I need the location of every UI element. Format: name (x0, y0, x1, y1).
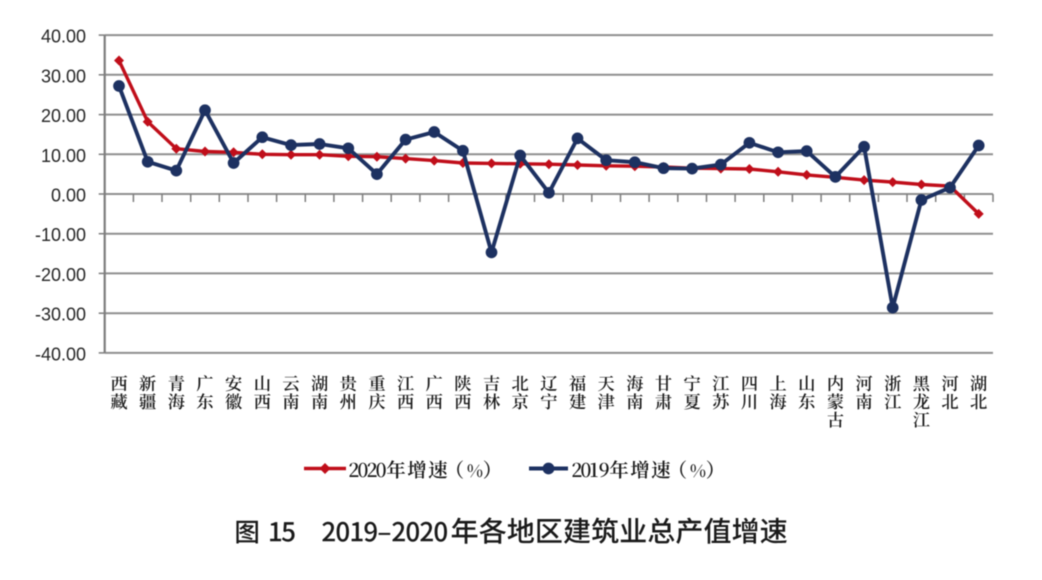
svg-text:20.00: 20.00 (41, 106, 86, 126)
svg-text:40.00: 40.00 (41, 27, 86, 47)
svg-text:10.00: 10.00 (41, 146, 86, 166)
svg-text:-40.00: -40.00 (35, 344, 86, 364)
svg-text:0.00: 0.00 (51, 186, 86, 206)
svg-text:-10.00: -10.00 (35, 225, 86, 245)
svg-text:30.00: 30.00 (41, 66, 86, 86)
svg-text:-20.00: -20.00 (35, 265, 86, 285)
svg-text:-30.00: -30.00 (35, 305, 86, 325)
